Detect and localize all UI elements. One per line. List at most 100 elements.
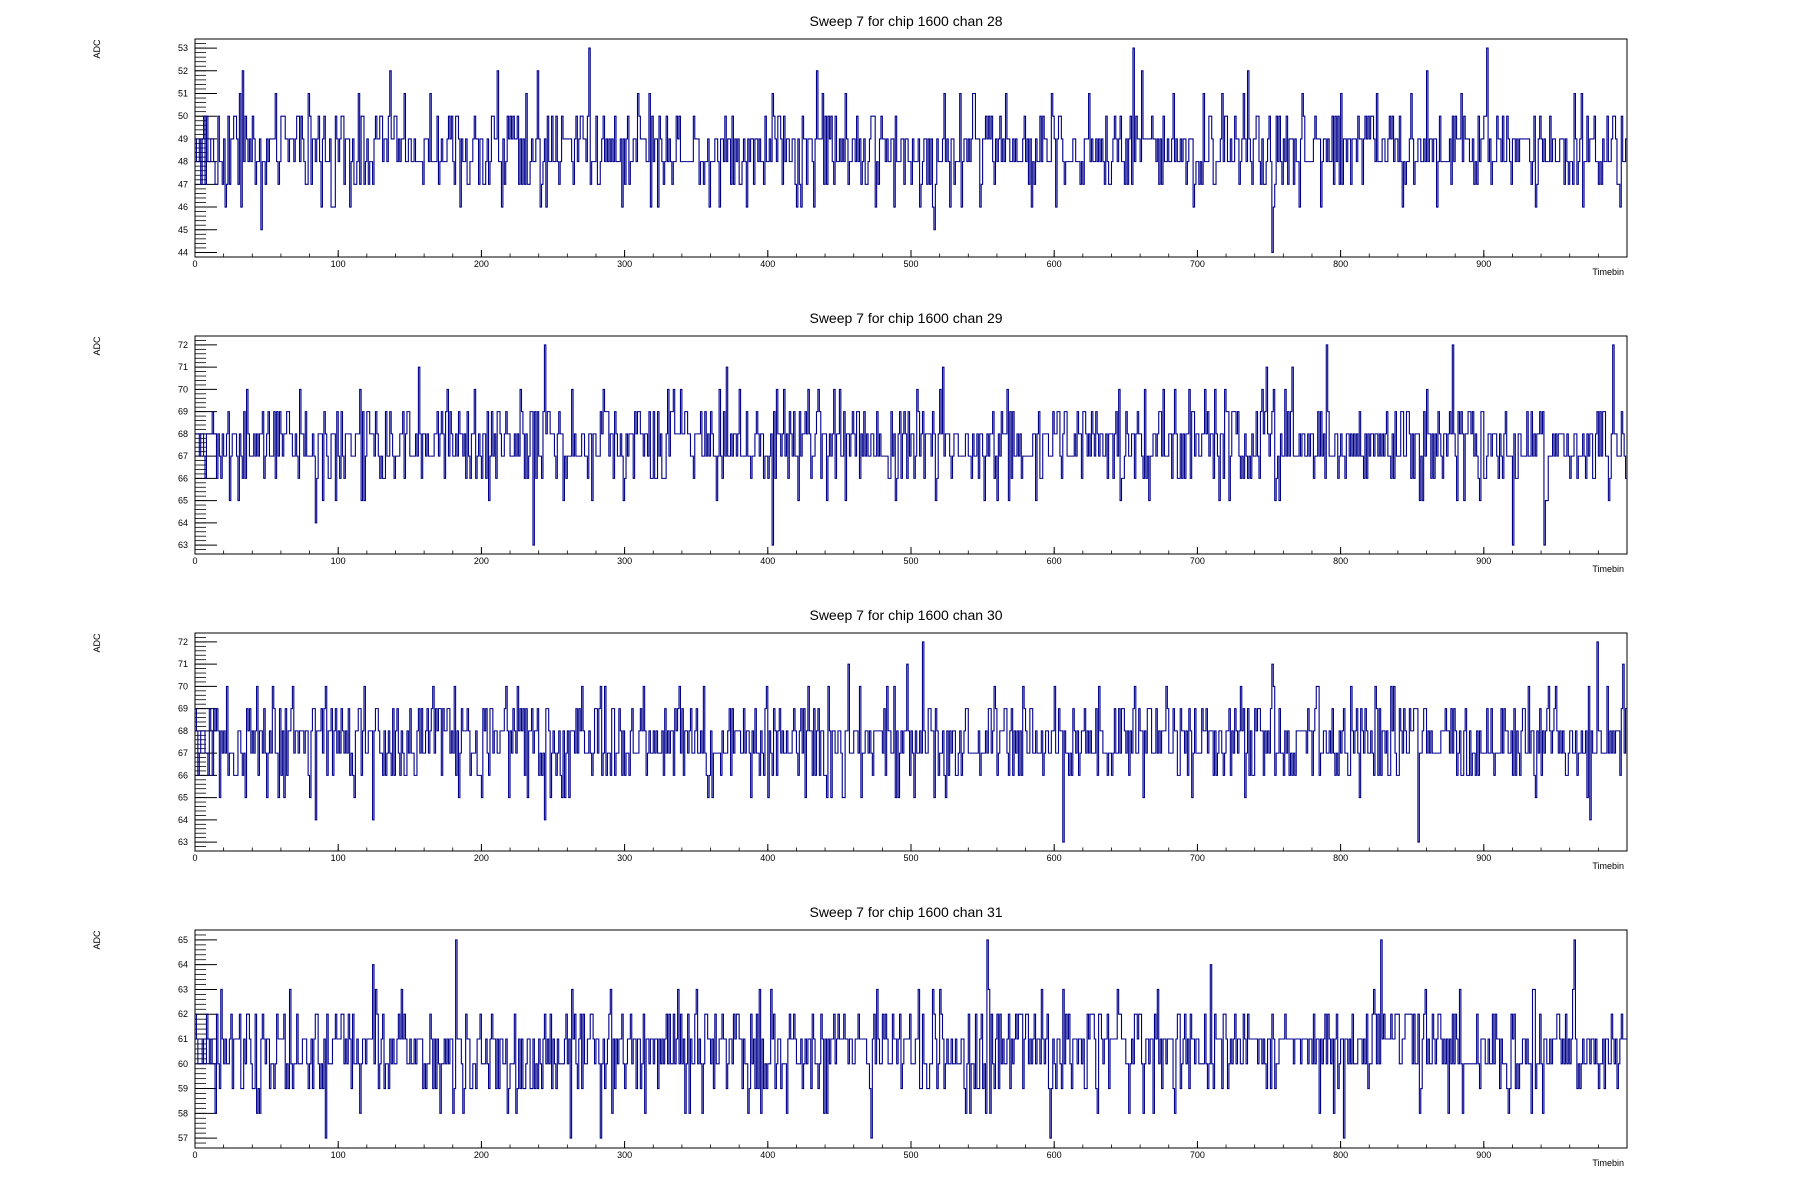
x-tick-label: 300 <box>617 1150 632 1160</box>
y-tick-label: 71 <box>178 659 188 669</box>
chart-title: Sweep 7 for chip 1600 chan 31 <box>809 904 1002 920</box>
x-tick-label: 500 <box>903 556 918 566</box>
chart-svg-chan-31: Sweep 7 for chip 1600 chan 31 ADC Timebi… <box>92 904 1628 1168</box>
x-tick-label: 800 <box>1333 556 1348 566</box>
y-tick-label: 57 <box>178 1133 188 1143</box>
chart-svg-chan-30: Sweep 7 for chip 1600 chan 30 ADC Timebi… <box>92 607 1628 871</box>
plot-frame <box>194 38 1628 258</box>
x-tick-label: 600 <box>1047 259 1062 269</box>
chart-title: Sweep 7 for chip 1600 chan 30 <box>809 607 1002 623</box>
x-tick-label: 800 <box>1333 1150 1348 1160</box>
x-tick-label: 0 <box>192 1150 197 1160</box>
y-tick-label: 70 <box>178 384 188 394</box>
x-tick-label: 700 <box>1190 259 1205 269</box>
y-tick-label: 66 <box>178 770 188 780</box>
y-tick-label: 64 <box>178 960 188 970</box>
x-tick-label: 100 <box>331 259 346 269</box>
x-tick-label: 900 <box>1476 853 1491 863</box>
x-tick-label: 500 <box>903 1150 918 1160</box>
chart-svg-chan-29: Sweep 7 for chip 1600 chan 29 ADC Timebi… <box>92 310 1628 574</box>
x-tick-label: 200 <box>474 556 489 566</box>
y-tick-label: 71 <box>178 362 188 372</box>
y-tick-label: 64 <box>178 815 188 825</box>
y-tick-label: 53 <box>178 43 188 53</box>
y-tick-label: 52 <box>178 66 188 76</box>
y-axis-label: ADC <box>92 39 102 59</box>
y-tick-label: 64 <box>178 518 188 528</box>
y-tick-label: 65 <box>178 793 188 803</box>
y-tick-label: 45 <box>178 225 188 235</box>
chart-panel-chan-29: Sweep 7 for chip 1600 chan 29 ADC Timebi… <box>0 297 1796 592</box>
y-tick-label: 70 <box>178 681 188 691</box>
y-tick-label: 62 <box>178 1009 188 1019</box>
x-axis-label: Timebin <box>1592 861 1624 871</box>
x-tick-label: 600 <box>1047 556 1062 566</box>
y-tick-label: 46 <box>178 202 188 212</box>
y-tick-label: 67 <box>178 748 188 758</box>
plot-area: 44 45 46 47 48 49 50 51 52 53 0 100 200 300 400 500 600 7… <box>178 38 1628 269</box>
y-tick-label: 63 <box>178 540 188 550</box>
y-tick-label: 47 <box>178 179 188 189</box>
y-tick-label: 50 <box>178 111 188 121</box>
x-tick-label: 300 <box>617 556 632 566</box>
x-tick-label: 900 <box>1476 556 1491 566</box>
plot-area: 63 64 65 66 67 68 69 70 71 72 0 100 200 300 400 500 600 7… <box>178 632 1628 863</box>
y-tick-label: 69 <box>178 407 188 417</box>
y-tick-label: 66 <box>178 473 188 483</box>
series-line <box>195 641 1627 843</box>
y-axis-label: ADC <box>92 336 102 356</box>
x-axis-label: Timebin <box>1592 267 1624 277</box>
y-tick-label: 65 <box>178 935 188 945</box>
x-tick-label: 300 <box>617 259 632 269</box>
y-tick-label: 63 <box>178 984 188 994</box>
x-tick-label: 700 <box>1190 556 1205 566</box>
x-tick-label: 0 <box>192 853 197 863</box>
x-tick-label: 0 <box>192 556 197 566</box>
y-axis-label: ADC <box>92 930 102 950</box>
y-tick-label: 44 <box>178 247 188 257</box>
y-tick-label: 51 <box>178 89 188 99</box>
x-tick-label: 400 <box>760 259 775 269</box>
y-tick-label: 72 <box>178 340 188 350</box>
x-tick-label: 800 <box>1333 853 1348 863</box>
chart-svg-chan-28: Sweep 7 for chip 1600 chan 28 ADC Timebi… <box>92 13 1628 277</box>
x-tick-label: 600 <box>1047 1150 1062 1160</box>
series-line <box>195 939 1627 1139</box>
x-tick-label: 100 <box>331 853 346 863</box>
plot-area: 63 64 65 66 67 68 69 70 71 72 0 100 200 300 400 500 600 7… <box>178 335 1628 566</box>
y-tick-label: 58 <box>178 1108 188 1118</box>
x-tick-label: 100 <box>331 1150 346 1160</box>
x-tick-label: 400 <box>760 853 775 863</box>
x-tick-label: 700 <box>1190 1150 1205 1160</box>
y-tick-label: 68 <box>178 429 188 439</box>
y-tick-label: 67 <box>178 451 188 461</box>
x-tick-label: 200 <box>474 259 489 269</box>
y-tick-label: 72 <box>178 637 188 647</box>
x-tick-label: 600 <box>1047 853 1062 863</box>
x-tick-label: 400 <box>760 556 775 566</box>
plot-area: 57 58 59 60 61 62 63 64 65 0 100 200 300 400 500 600 700… <box>178 929 1628 1160</box>
x-tick-label: 200 <box>474 1150 489 1160</box>
series-line <box>195 344 1627 546</box>
series-line <box>195 47 1627 254</box>
x-tick-label: 300 <box>617 853 632 863</box>
x-tick-label: 500 <box>903 259 918 269</box>
y-tick-label: 61 <box>178 1034 188 1044</box>
x-tick-label: 200 <box>474 853 489 863</box>
x-tick-label: 0 <box>192 259 197 269</box>
y-axis-label: ADC <box>92 633 102 653</box>
x-tick-label: 500 <box>903 853 918 863</box>
chart-title: Sweep 7 for chip 1600 chan 29 <box>809 310 1002 326</box>
x-tick-label: 100 <box>331 556 346 566</box>
chart-panel-chan-31: Sweep 7 for chip 1600 chan 31 ADC Timebi… <box>0 891 1796 1186</box>
x-axis-label: Timebin <box>1592 564 1624 574</box>
y-tick-label: 63 <box>178 837 188 847</box>
y-tick-label: 68 <box>178 726 188 736</box>
x-tick-label: 900 <box>1476 1150 1491 1160</box>
x-tick-label: 700 <box>1190 853 1205 863</box>
y-tick-label: 69 <box>178 704 188 714</box>
y-tick-label: 49 <box>178 134 188 144</box>
chart-panel-chan-30: Sweep 7 for chip 1600 chan 30 ADC Timebi… <box>0 594 1796 889</box>
x-axis-label: Timebin <box>1592 1158 1624 1168</box>
